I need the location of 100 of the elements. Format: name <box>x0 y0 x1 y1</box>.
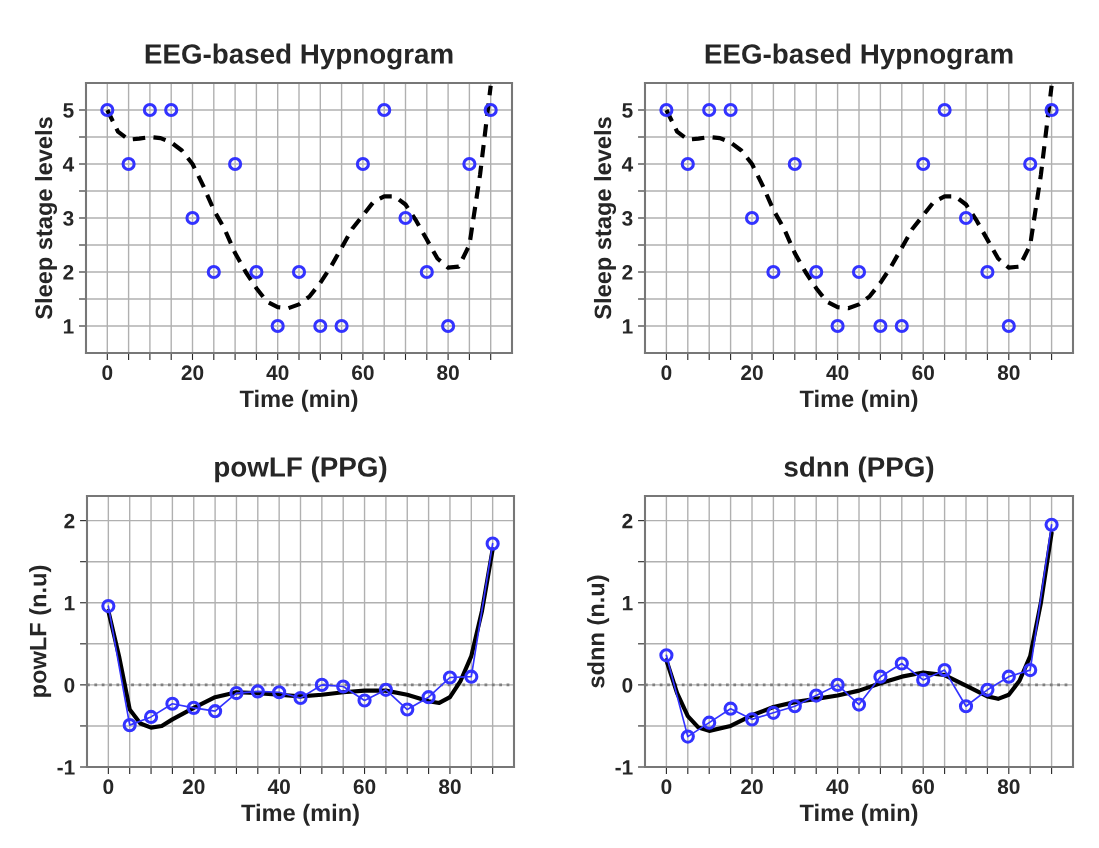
point <box>744 210 760 226</box>
point <box>723 102 738 118</box>
point <box>355 156 370 172</box>
point <box>809 264 824 280</box>
x-tick-label: 80 <box>437 365 459 381</box>
point <box>142 102 157 118</box>
x-axis-title: Time (min) <box>799 389 918 412</box>
point <box>228 156 243 172</box>
x-tick-label: 40 <box>826 365 849 381</box>
point <box>787 699 802 714</box>
y-tick-label: 1 <box>622 319 633 334</box>
point <box>873 669 888 684</box>
chart-title: EEG-based Hypnogram <box>705 43 1013 70</box>
point <box>165 696 180 711</box>
point <box>809 688 824 703</box>
y-axis-title: sdnn (n.u) <box>587 575 610 688</box>
x-tick-label: 60 <box>353 779 376 795</box>
point <box>357 693 372 708</box>
point <box>249 264 264 280</box>
point <box>464 669 479 684</box>
y-axis-title: powLF (n.u) <box>29 565 52 697</box>
x-tick-label: 40 <box>267 779 290 795</box>
point <box>659 648 674 663</box>
point <box>766 705 781 720</box>
x-tick-label: 20 <box>181 365 204 381</box>
x-tick-label: 0 <box>103 779 114 795</box>
point <box>143 709 159 724</box>
y-tick-label: 2 <box>63 265 74 280</box>
chart-title: powLF (PPG) <box>215 456 387 483</box>
x-axis-title: Time (min) <box>241 803 359 826</box>
point <box>702 102 717 118</box>
point <box>291 264 307 280</box>
x-tick-label: 20 <box>741 779 763 795</box>
point <box>830 318 845 334</box>
x-tick-label: 0 <box>102 365 113 381</box>
x-tick-label: 20 <box>741 365 763 381</box>
point <box>1001 318 1016 334</box>
y-tick-label: 4 <box>62 157 75 172</box>
point <box>787 156 802 172</box>
point <box>377 102 392 118</box>
point <box>894 318 909 334</box>
y-tick-label: -1 <box>57 760 75 775</box>
point <box>680 729 695 744</box>
point <box>441 318 456 334</box>
y-axis-title: Sleep stage levels <box>593 117 617 320</box>
point <box>378 682 393 697</box>
y-tick-label: 2 <box>622 265 633 280</box>
y-tick-label: 0 <box>622 677 633 693</box>
point <box>659 102 674 118</box>
point <box>419 264 434 280</box>
point <box>462 156 477 172</box>
point <box>873 318 888 334</box>
y-tick-label: -1 <box>615 760 633 775</box>
point <box>916 672 931 688</box>
x-tick-label: 60 <box>912 779 934 795</box>
point <box>766 264 781 280</box>
point <box>293 690 308 706</box>
point <box>313 318 328 334</box>
point <box>980 264 995 280</box>
point <box>122 718 137 733</box>
point <box>680 156 695 172</box>
point <box>400 702 415 717</box>
point <box>937 663 952 678</box>
y-tick-label: 2 <box>622 513 633 529</box>
x-tick-label: 0 <box>661 365 672 381</box>
point <box>483 102 498 118</box>
point <box>314 677 329 692</box>
y-tick-label: 5 <box>63 103 74 118</box>
x-tick-label: 80 <box>439 779 461 795</box>
point <box>442 670 458 685</box>
x-tick-label: 40 <box>826 779 849 795</box>
point <box>702 715 717 730</box>
point <box>101 598 116 614</box>
point <box>980 682 995 697</box>
point <box>1044 102 1059 118</box>
y-axis-title: Sleep stage levels <box>34 117 58 320</box>
point <box>894 656 909 671</box>
point <box>916 156 931 172</box>
y-tick-label: 3 <box>63 211 74 226</box>
point <box>1001 669 1016 684</box>
x-tick-label: 0 <box>661 779 672 795</box>
chart-title: sdnn (PPG) <box>784 456 934 483</box>
point <box>958 210 974 226</box>
y-tick-label: 2 <box>64 513 75 529</box>
point <box>830 677 845 692</box>
x-tick-label: 80 <box>997 365 1020 381</box>
point <box>398 210 413 226</box>
point <box>937 102 952 118</box>
point <box>958 699 974 714</box>
point <box>206 264 221 280</box>
point <box>272 685 287 700</box>
point <box>229 686 244 701</box>
point <box>336 679 351 694</box>
y-tick-label: 4 <box>621 157 634 172</box>
point <box>851 264 867 280</box>
point <box>744 712 760 727</box>
x-tick-label: 60 <box>912 365 934 381</box>
point <box>250 684 265 699</box>
x-tick-label: 40 <box>266 365 289 381</box>
chart-title: EEG-based Hypnogram <box>145 43 453 70</box>
